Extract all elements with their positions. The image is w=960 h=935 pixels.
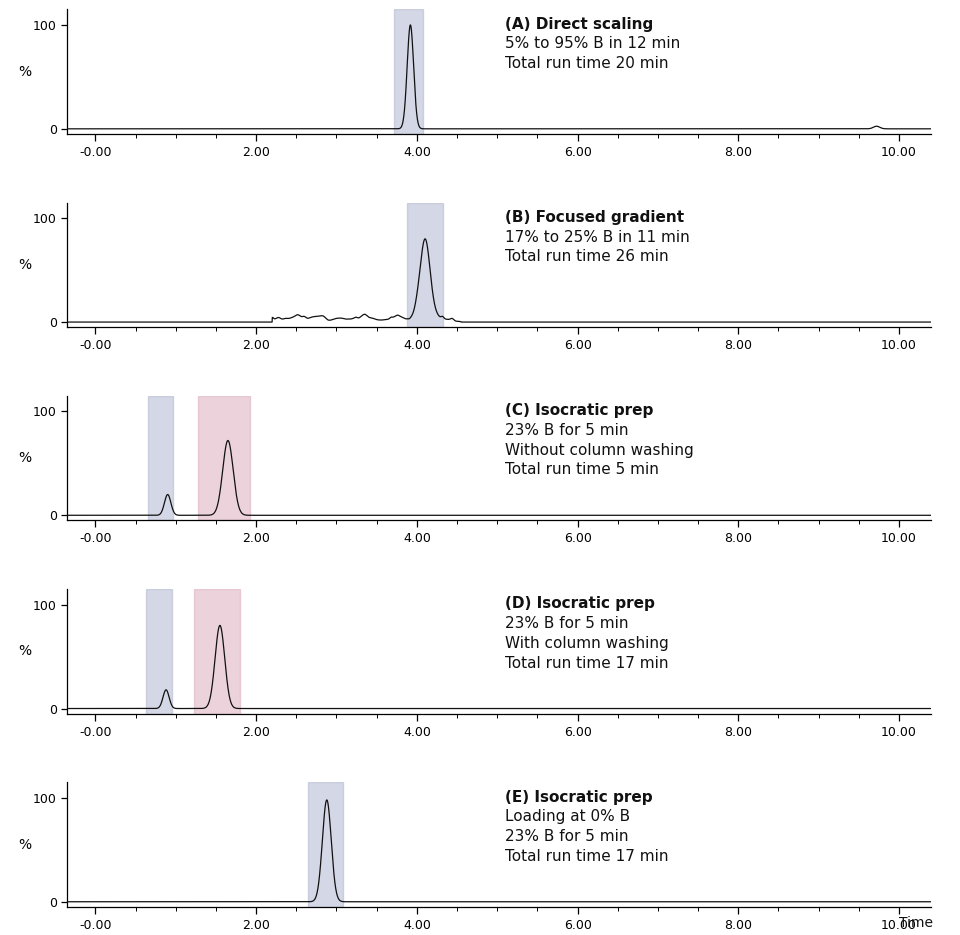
Text: Total run time 17 min: Total run time 17 min [505,655,669,670]
Bar [146,589,172,713]
Text: With column washing: With column washing [505,636,669,651]
Text: Time: Time [899,916,933,930]
Text: (A) Direct scaling: (A) Direct scaling [505,17,654,32]
Text: Loading at 0% B: Loading at 0% B [505,810,631,825]
Text: (E) Isocratic prep: (E) Isocratic prep [505,789,653,804]
Text: Total run time 26 min: Total run time 26 min [505,250,669,265]
Bar [148,396,174,521]
Text: (D) Isocratic prep: (D) Isocratic prep [505,597,655,611]
Y-axis label: %: % [18,838,31,852]
Y-axis label: %: % [18,258,31,272]
Text: 23% B for 5 min: 23% B for 5 min [505,616,629,631]
Bar [198,396,250,521]
Text: (C) Isocratic prep: (C) Isocratic prep [505,403,654,418]
Text: 23% B for 5 min: 23% B for 5 min [505,829,629,844]
Bar [194,589,240,713]
Text: Total run time 17 min: Total run time 17 min [505,849,669,864]
Text: Total run time 20 min: Total run time 20 min [505,56,669,71]
Text: 23% B for 5 min: 23% B for 5 min [505,423,629,438]
Bar [308,783,343,907]
Y-axis label: %: % [18,644,31,658]
Y-axis label: %: % [18,65,31,79]
Bar [407,203,443,327]
Y-axis label: %: % [18,452,31,465]
Bar [395,9,423,134]
Text: 5% to 95% B in 12 min: 5% to 95% B in 12 min [505,36,681,51]
Text: 17% to 25% B in 11 min: 17% to 25% B in 11 min [505,230,690,245]
Text: Total run time 5 min: Total run time 5 min [505,462,660,477]
Text: (B) Focused gradient: (B) Focused gradient [505,209,684,224]
Text: Without column washing: Without column washing [505,442,694,457]
